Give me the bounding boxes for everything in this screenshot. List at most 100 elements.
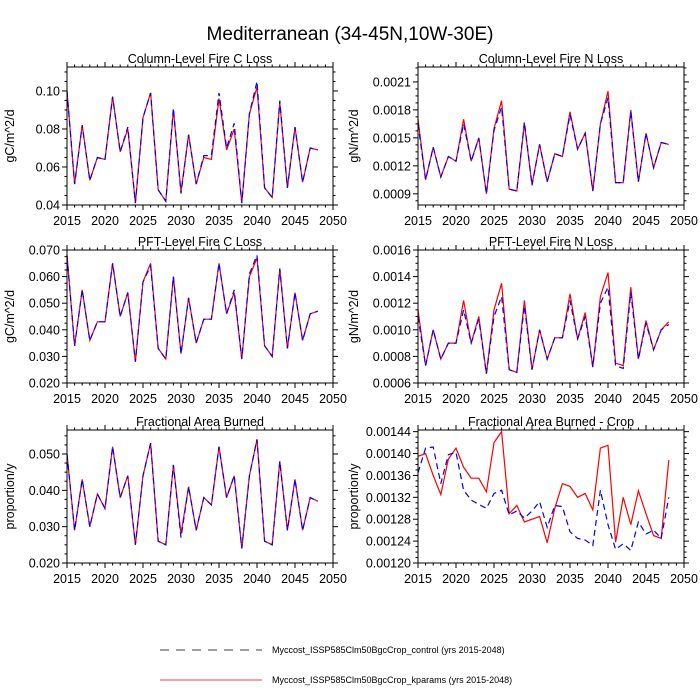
panel-3: PFT-Level Fire C Loss 2015 2020 2025 2030 203…	[3, 235, 347, 406]
series-line-kparams	[417, 429, 670, 543]
x-tick-label: 2035	[556, 214, 584, 228]
y-tick-label: 0.00140	[366, 447, 411, 461]
panel-1: Column-Level Fire C Loss 2015 2020 2025 2030…	[3, 52, 347, 228]
series-line-control	[417, 97, 669, 194]
x-tick-label: 2050	[670, 392, 698, 406]
x-tick-label: 2045	[632, 214, 660, 228]
y-axis-label: proportion/y	[347, 463, 361, 530]
plot-frame	[417, 249, 685, 384]
x-tick-label: 2045	[632, 392, 660, 406]
y-axis-label: gC/m^2/d	[3, 290, 17, 343]
x-tick-label: 2030	[167, 392, 195, 406]
x-tick-label: 2025	[480, 572, 508, 586]
x-tick-label: 2020	[91, 392, 119, 406]
x-tick-label: 2020	[91, 572, 119, 586]
y-tick-label: 0.0008	[373, 350, 411, 364]
x-tick-label: 2025	[129, 214, 157, 228]
x-tick-label: 2020	[91, 214, 119, 228]
y-tick-label: 0.0014	[373, 270, 411, 284]
series-line-control	[417, 284, 670, 374]
y-tick-label: 0.0015	[373, 131, 411, 145]
y-tick-label: 0.050	[29, 297, 60, 311]
y-tick-label: 0.030	[29, 520, 60, 534]
plot-frame	[66, 66, 334, 206]
x-tick-label: 2025	[129, 392, 157, 406]
x-tick-label: 2040	[594, 392, 622, 406]
y-tick-label: 0.020	[29, 377, 60, 391]
x-tick-label: 2025	[480, 214, 508, 228]
y-tick-label: 0.040	[29, 484, 60, 498]
y-axis-label: gC/m^2/d	[3, 109, 17, 162]
x-tick-label: 2035	[556, 572, 584, 586]
y-tick-label: 0.00120	[366, 557, 411, 571]
panel-5: Fractional Area Burned 2015 2020 2025 2030 20…	[3, 415, 347, 586]
x-tick-label: 2030	[518, 572, 546, 586]
x-tick-label: 2015	[404, 392, 432, 406]
y-tick-label: 0.08	[36, 122, 60, 136]
x-tick-label: 2050	[319, 392, 347, 406]
panel-6: Fractional Area Burned - Crop 2015 2020 202…	[347, 415, 698, 586]
series-line-control	[66, 439, 319, 549]
y-tick-label: 0.0012	[373, 159, 411, 173]
panel-title: Column-Level Fire N Loss	[479, 52, 624, 66]
panel-title: PFT-Level Fire C Loss	[138, 235, 262, 249]
y-tick-label: 0.00132	[366, 491, 411, 505]
panel-2: Column-Level Fire N Loss 2015 2020 2025 2030…	[347, 52, 698, 228]
x-tick-label: 2015	[53, 572, 81, 586]
y-axis-label: proportion/y	[3, 463, 17, 530]
y-tick-label: 0.050	[29, 447, 60, 461]
x-tick-label: 2030	[518, 214, 546, 228]
y-tick-label: 0.00136	[366, 469, 411, 483]
x-tick-label: 2035	[205, 392, 233, 406]
y-tick-label: 0.06	[36, 160, 60, 174]
x-tick-label: 2025	[129, 572, 157, 586]
x-tick-label: 2030	[167, 572, 195, 586]
x-tick-label: 2040	[243, 214, 271, 228]
plot-frame	[66, 429, 334, 564]
y-tick-label: 0.0016	[373, 244, 411, 258]
x-tick-label: 2045	[281, 392, 309, 406]
x-tick-label: 2040	[243, 572, 271, 586]
y-axis-label: gN/m^2/d	[347, 290, 361, 343]
y-tick-label: 0.0012	[373, 297, 411, 311]
y-tick-label: 0.060	[29, 270, 60, 284]
x-tick-label: 2015	[53, 214, 81, 228]
panel-title: Column-Level Fire C Loss	[128, 52, 273, 66]
x-tick-label: 2030	[167, 214, 195, 228]
y-tick-label: 0.00128	[366, 513, 411, 527]
y-tick-label: 0.0010	[373, 323, 411, 337]
x-tick-label: 2035	[205, 214, 233, 228]
y-tick-label: 0.0018	[373, 103, 411, 117]
x-tick-label: 2040	[594, 214, 622, 228]
y-tick-label: 0.0021	[373, 75, 411, 89]
y-axis-label: gN/m^2/d	[347, 109, 361, 162]
x-tick-label: 2045	[281, 572, 309, 586]
x-tick-label: 2020	[442, 214, 470, 228]
x-tick-label: 2025	[480, 392, 508, 406]
y-tick-label: 0.0006	[373, 377, 411, 391]
x-tick-label: 2050	[319, 214, 347, 228]
x-tick-label: 2020	[442, 392, 470, 406]
x-tick-label: 2035	[556, 392, 584, 406]
x-tick-label: 2045	[632, 572, 660, 586]
panel-title: Fractional Area Burned - Crop	[468, 415, 634, 429]
x-tick-label: 2050	[670, 214, 698, 228]
y-tick-label: 0.030	[29, 350, 60, 364]
x-tick-label: 2040	[243, 392, 271, 406]
x-tick-label: 2015	[404, 214, 432, 228]
figure-title: Mediterranean (34-45N,10W-30E)	[207, 24, 494, 45]
plot-frame	[417, 429, 685, 564]
plot-frame	[417, 66, 685, 206]
y-tick-label: 0.040	[29, 323, 60, 337]
y-tick-label: 0.0009	[373, 187, 411, 201]
series-line-control	[417, 446, 670, 552]
x-tick-label: 2015	[404, 572, 432, 586]
y-tick-label: 0.00144	[366, 425, 411, 439]
legend: Myccost_ISSP585Clm50BgcCrop_control (yrs…	[160, 645, 512, 685]
x-tick-label: 2020	[442, 572, 470, 586]
legend-label-control: Myccost_ISSP585Clm50BgcCrop_control (yrs…	[272, 645, 505, 655]
series-line-kparams	[417, 91, 669, 194]
series-line-kparams	[66, 439, 319, 549]
y-tick-label: 0.10	[36, 84, 60, 98]
